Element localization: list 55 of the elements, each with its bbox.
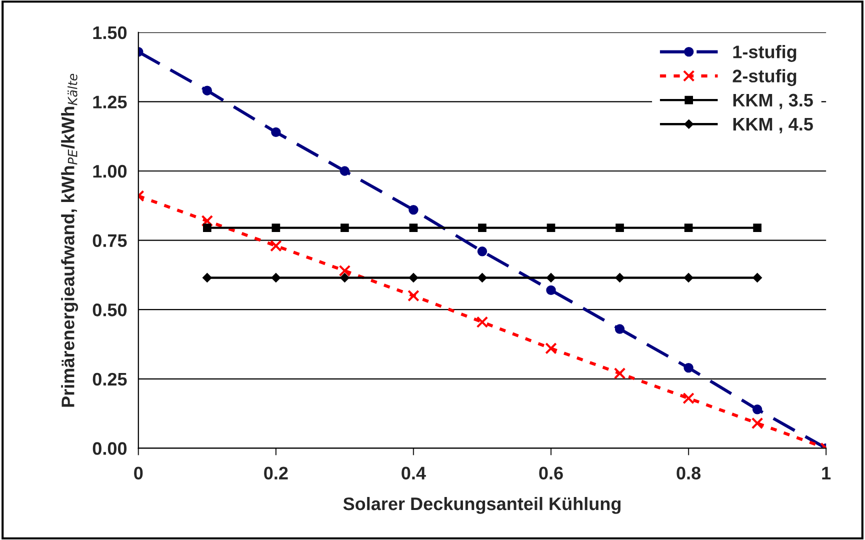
legend-label: 1-stufig — [733, 45, 796, 62]
x-tick-label: 0 — [134, 466, 143, 480]
point — [752, 273, 762, 282]
point — [546, 224, 556, 232]
point — [271, 273, 281, 282]
point — [201, 214, 214, 227]
y-tick-label: 0.50 — [92, 304, 127, 316]
point — [408, 204, 418, 215]
point — [546, 285, 556, 296]
point — [340, 166, 350, 176]
point — [202, 273, 212, 282]
point — [408, 273, 418, 282]
point — [340, 224, 349, 232]
x-axis-title: Solarer Deckungsanteil Kühlung — [343, 496, 620, 514]
point — [478, 273, 487, 282]
point — [476, 316, 488, 328]
point — [340, 273, 350, 282]
x-tick-label: 0.2 — [264, 466, 288, 480]
legend-label: KKM , 3.5 — [733, 94, 813, 110]
point — [614, 324, 625, 334]
point — [478, 224, 486, 232]
y-tick-label: 0.75 — [92, 234, 127, 248]
x-tick-label: 0.6 — [539, 466, 563, 480]
point — [409, 224, 418, 232]
y-tick-label: 1.00 — [93, 164, 127, 178]
point — [684, 273, 694, 282]
point — [338, 264, 351, 277]
y-tick-label: 0.00 — [92, 442, 127, 455]
point — [753, 224, 762, 232]
point — [615, 273, 624, 282]
legend-label: KKM , 4.5 — [733, 118, 813, 134]
point — [270, 240, 282, 252]
point — [684, 224, 693, 232]
point — [202, 86, 212, 96]
y-tick-label: 1.50 — [93, 26, 127, 40]
point — [752, 404, 762, 414]
point — [546, 273, 556, 282]
y-tick-label: 1.25 — [93, 96, 127, 108]
point — [272, 224, 280, 232]
point — [751, 417, 764, 430]
point — [477, 246, 488, 256]
y-tick-label: 0.25 — [92, 372, 127, 386]
x-tick-label: 0.4 — [402, 466, 426, 480]
point — [684, 362, 694, 373]
x-tick-label: 1 — [822, 466, 831, 480]
point — [271, 127, 281, 138]
point — [682, 392, 694, 404]
legend-label: 2-stufig — [732, 69, 796, 86]
point — [408, 290, 420, 302]
y-axis-title: Primärenergieaufwand, kWh$_{PE}$/kWh$_{Kälte}$ — [61, 74, 78, 407]
point — [203, 224, 212, 232]
point — [616, 224, 624, 232]
point — [614, 367, 626, 380]
point — [545, 342, 557, 354]
x-tick-label: 0.8 — [676, 466, 701, 480]
